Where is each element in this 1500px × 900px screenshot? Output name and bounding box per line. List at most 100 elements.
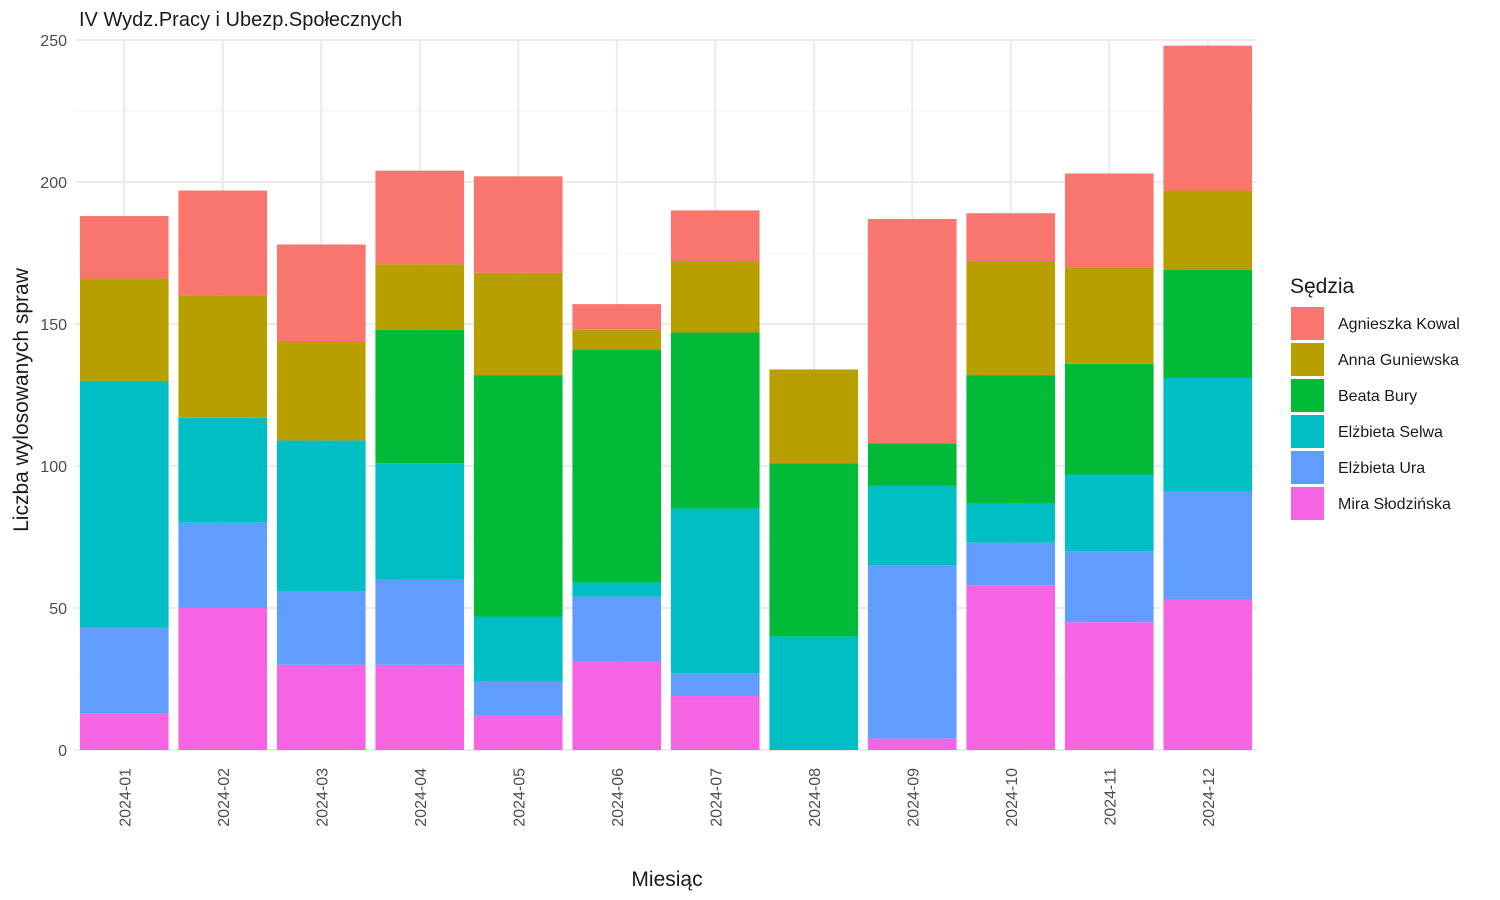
bar-segment-2024-11-elżbieta-selwa: [1064, 474, 1154, 552]
bar-segment-2024-05-agnieszka-kowal: [473, 176, 563, 273]
bar-segment-2024-08-beata-bury: [769, 463, 859, 637]
legend-label: Agnieszka Kowal: [1338, 316, 1460, 333]
bar-segment-2024-02-elżbieta-ura: [178, 522, 268, 608]
bar-segment-2024-12-elżbieta-selwa: [1163, 377, 1253, 492]
legend-swatch: [1291, 307, 1324, 340]
bar-segment-2024-01-anna-guniewska: [79, 278, 169, 381]
bar-segment-2024-01-elżbieta-selwa: [79, 380, 169, 628]
bar-segment-2024-04-elżbieta-selwa: [375, 463, 465, 580]
x-tick-label: 2024-01: [117, 768, 134, 827]
bar-segment-2024-07-mira-słodzińska: [670, 696, 760, 750]
bar-segment-2024-05-elżbieta-ura: [473, 681, 563, 716]
bar-segment-2024-10-elżbieta-ura: [966, 542, 1056, 586]
y-tick-label: 0: [58, 743, 67, 760]
bar-segment-2024-06-elżbieta-selwa: [572, 582, 662, 597]
y-tick-label: 200: [40, 175, 67, 192]
bar-segment-2024-11-beata-bury: [1064, 363, 1154, 475]
bar-segment-2024-11-anna-guniewska: [1064, 267, 1154, 364]
bar-segment-2024-11-mira-słodzińska: [1064, 622, 1154, 750]
bar-segment-2024-10-beata-bury: [966, 375, 1056, 503]
x-tick-label: 2024-09: [905, 768, 922, 827]
bar-segment-2024-06-agnieszka-kowal: [572, 304, 662, 330]
bar-segment-2024-03-mira-słodzińska: [276, 664, 366, 750]
y-tick-label: 100: [40, 459, 67, 476]
bar-segment-2024-05-anna-guniewska: [473, 272, 563, 376]
x-tick-label: 2024-04: [413, 768, 430, 827]
bar-segment-2024-07-agnieszka-kowal: [670, 210, 760, 262]
legend: Sędzia Agnieszka Kowal Anna Guniewska Beat…: [1290, 275, 1460, 520]
bar-segment-2024-09-beata-bury: [867, 443, 957, 486]
y-tick-label: 250: [40, 33, 67, 50]
bar-segment-2024-03-anna-guniewska: [276, 341, 366, 441]
legend-swatch: [1291, 379, 1324, 412]
bar-segment-2024-10-agnieszka-kowal: [966, 213, 1056, 262]
y-tick-label: 50: [49, 601, 67, 618]
bar-segment-2024-02-elżbieta-selwa: [178, 417, 268, 523]
bar-segment-2024-02-agnieszka-kowal: [178, 190, 268, 296]
bars-area: [79, 45, 1253, 750]
x-axis-ticks: 2024-01 2024-02 2024-03 2024-04 2024-05 2024-…: [117, 768, 1218, 827]
legend-label: Elżbieta Selwa: [1338, 424, 1443, 441]
legend-title: Sędzia: [1290, 275, 1355, 298]
bar-segment-2024-06-beata-bury: [572, 349, 662, 583]
bar-segment-2024-12-elżbieta-ura: [1163, 491, 1253, 600]
legend-swatch: [1291, 451, 1324, 484]
legend-label: Elżbieta Ura: [1338, 460, 1425, 477]
legend-label: Mira Słodzińska: [1338, 496, 1451, 513]
x-tick-label: 2024-11: [1102, 768, 1119, 826]
y-axis-title: Liczba wylosowanych spraw: [10, 267, 33, 532]
bar-segment-2024-09-elżbieta-ura: [867, 565, 957, 739]
bar-segment-2024-07-elżbieta-selwa: [670, 508, 760, 674]
x-tick-label: 2024-03: [314, 768, 331, 827]
bar-segment-2024-09-mira-słodzińska: [867, 738, 957, 750]
bar-segment-2024-05-mira-słodzińska: [473, 715, 563, 750]
bar-segment-2024-01-agnieszka-kowal: [79, 216, 169, 279]
bar-segment-2024-07-elżbieta-ura: [670, 673, 760, 697]
bar-segment-2024-07-beata-bury: [670, 332, 760, 509]
bar-segment-2024-02-anna-guniewska: [178, 295, 268, 418]
bar-segment-2024-01-elżbieta-ura: [79, 627, 169, 714]
bar-segment-2024-08-anna-guniewska: [769, 369, 859, 464]
bar-segment-2024-04-beata-bury: [375, 329, 465, 464]
bar-segment-2024-04-elżbieta-ura: [375, 579, 465, 665]
bar-segment-2024-02-mira-słodzińska: [178, 608, 268, 750]
bar-segment-2024-04-anna-guniewska: [375, 264, 465, 330]
legend-label: Anna Guniewska: [1338, 352, 1459, 369]
bar-segment-2024-11-elżbieta-ura: [1064, 551, 1154, 623]
bar-segment-2024-12-anna-guniewska: [1163, 190, 1253, 271]
bar-segment-2024-10-mira-słodzińska: [966, 585, 1056, 750]
bar-segment-2024-06-elżbieta-ura: [572, 596, 662, 662]
bar-segment-2024-06-mira-słodzińska: [572, 661, 662, 750]
bar-segment-2024-01-mira-słodzińska: [79, 713, 169, 750]
bar-segment-2024-12-beata-bury: [1163, 270, 1253, 378]
x-tick-label: 2024-10: [1004, 768, 1021, 827]
legend-label: Beata Bury: [1338, 388, 1417, 405]
x-tick-label: 2024-12: [1201, 768, 1218, 827]
bar-segment-2024-12-mira-słodzińska: [1163, 599, 1253, 750]
y-tick-label: 150: [40, 317, 67, 334]
bar-segment-2024-05-elżbieta-selwa: [473, 616, 563, 682]
bar-segment-2024-04-mira-słodzińska: [375, 664, 465, 750]
chart-title: IV Wydz.Pracy i Ubezp.Społecznych: [79, 9, 402, 31]
bar-segment-2024-10-anna-guniewska: [966, 261, 1056, 376]
bar-segment-2024-03-elżbieta-selwa: [276, 440, 366, 591]
x-tick-label: 2024-05: [511, 768, 528, 827]
bar-segment-2024-04-agnieszka-kowal: [375, 170, 465, 265]
x-axis-title: Miesiąc: [631, 868, 702, 891]
x-tick-label: 2024-08: [807, 768, 824, 827]
bar-segment-2024-08-elżbieta-selwa: [769, 636, 859, 750]
bar-segment-2024-11-agnieszka-kowal: [1064, 173, 1154, 268]
x-tick-label: 2024-06: [610, 768, 627, 827]
bar-segment-2024-12-agnieszka-kowal: [1163, 45, 1253, 191]
legend-swatch: [1291, 415, 1324, 448]
bar-segment-2024-03-agnieszka-kowal: [276, 244, 366, 342]
legend-swatch: [1291, 343, 1324, 376]
bar-segment-2024-03-elżbieta-ura: [276, 590, 366, 665]
x-tick-label: 2024-02: [216, 768, 233, 827]
bar-segment-2024-09-elżbieta-selwa: [867, 485, 957, 566]
bar-segment-2024-06-anna-guniewska: [572, 329, 662, 350]
x-tick-label: 2024-07: [708, 768, 725, 827]
bar-segment-2024-07-anna-guniewska: [670, 261, 760, 333]
y-axis-ticks: 0 50 100 150 200 250: [40, 33, 67, 760]
